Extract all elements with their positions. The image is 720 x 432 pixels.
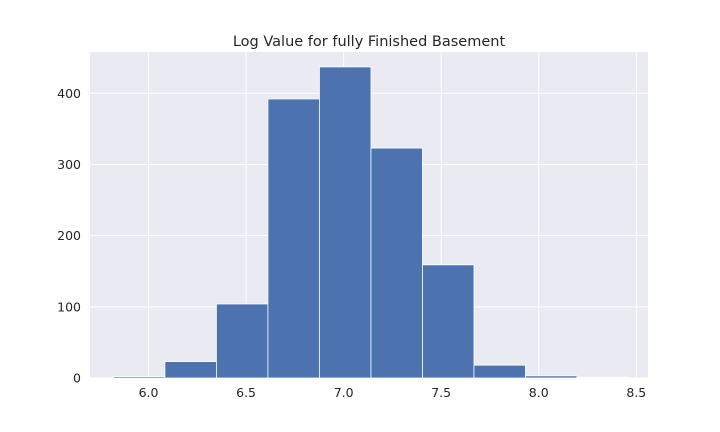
- histogram-bars: [113, 66, 629, 379]
- y-tick-label-0: 0: [73, 371, 81, 386]
- histogram-bar-7: [473, 364, 526, 379]
- chart-title: Log Value for fully Finished Basement: [233, 34, 506, 50]
- x-tick-label-2: 7.0: [334, 385, 354, 400]
- histogram-bar-0: [113, 376, 166, 379]
- histogram-bar-3: [267, 98, 320, 379]
- x-axis-ticks: 6.0 6.5 7.0 7.5 8.0 8.5: [139, 385, 647, 400]
- histogram-bar-9: [576, 376, 629, 379]
- y-axis-ticks: 0 100 200 300 400: [57, 86, 81, 386]
- histogram-bar-4: [319, 66, 372, 379]
- y-tick-label-1: 100: [57, 299, 81, 314]
- y-tick-label-4: 400: [57, 86, 81, 101]
- y-tick-label-2: 200: [57, 228, 81, 243]
- x-tick-label-3: 7.5: [431, 385, 451, 400]
- histogram-bar-6: [422, 264, 475, 379]
- x-tick-label-5: 8.5: [626, 385, 646, 400]
- histogram-bar-5: [370, 147, 423, 379]
- histogram-bar-1: [164, 361, 217, 379]
- histogram-bar-8: [525, 375, 578, 379]
- histogram-bar-2: [216, 303, 269, 379]
- x-tick-label-0: 6.0: [139, 385, 159, 400]
- x-tick-label-1: 6.5: [236, 385, 256, 400]
- y-tick-label-3: 300: [57, 157, 81, 172]
- x-tick-label-4: 8.0: [529, 385, 549, 400]
